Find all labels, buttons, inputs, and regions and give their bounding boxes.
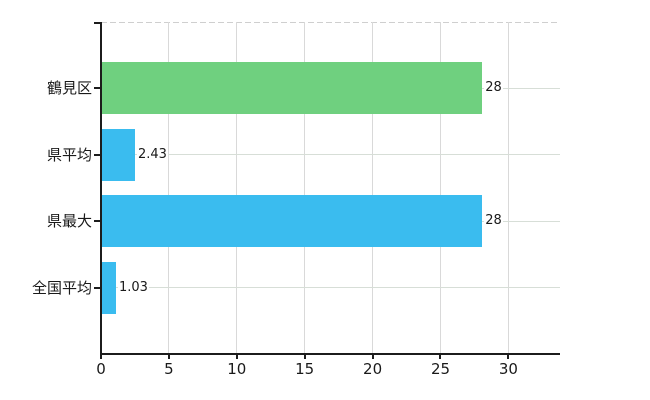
x-axis-tick — [100, 354, 102, 359]
bar — [102, 62, 483, 115]
x-tick-label: 30 — [498, 360, 518, 378]
y-axis-line — [100, 22, 102, 355]
x-tick-label: 5 — [164, 360, 174, 378]
x-axis-tick — [439, 354, 442, 359]
y-axis-tick — [94, 87, 101, 90]
plot-top-border — [101, 22, 560, 23]
vertical-gridline — [236, 22, 238, 354]
vertical-gridline — [439, 22, 441, 354]
vertical-gridline — [372, 22, 374, 354]
y-axis-tick — [94, 153, 101, 156]
bar — [102, 128, 135, 181]
x-tick-label: 0 — [96, 360, 106, 378]
x-tick-label: 10 — [227, 360, 247, 378]
bar-value-label: 28 — [484, 213, 503, 230]
x-axis-tick — [235, 354, 238, 359]
horizontal-gridline — [101, 154, 560, 156]
x-tick-label: 25 — [430, 360, 451, 378]
x-axis-line — [100, 353, 560, 355]
bar — [102, 195, 483, 248]
horizontal-gridline — [101, 287, 560, 289]
category-label: 県最大 — [46, 212, 92, 231]
x-axis-tick — [303, 354, 306, 359]
x-axis-tick — [371, 354, 374, 359]
plot-area: 28 2.43 28 1.03 — [101, 22, 560, 354]
x-tick-label: 15 — [295, 360, 315, 378]
bar — [102, 261, 116, 314]
x-axis-tick — [167, 354, 170, 359]
y-axis-end-tick — [94, 22, 101, 24]
y-axis-tick — [94, 286, 101, 289]
category-label: 鶴見区 — [46, 79, 92, 98]
vertical-gridline — [507, 22, 509, 354]
vertical-gridline — [168, 22, 170, 354]
bar-value-label: 2.43 — [136, 146, 168, 163]
category-label: 全国平均 — [31, 278, 92, 297]
x-tick-label: 20 — [363, 360, 383, 378]
y-axis-tick — [94, 220, 101, 223]
x-axis-tick — [507, 354, 510, 359]
bar-value-label: 28 — [484, 80, 503, 97]
category-label: 県平均 — [46, 145, 92, 164]
vertical-gridline — [304, 22, 306, 354]
bar-value-label: 1.03 — [117, 279, 149, 296]
